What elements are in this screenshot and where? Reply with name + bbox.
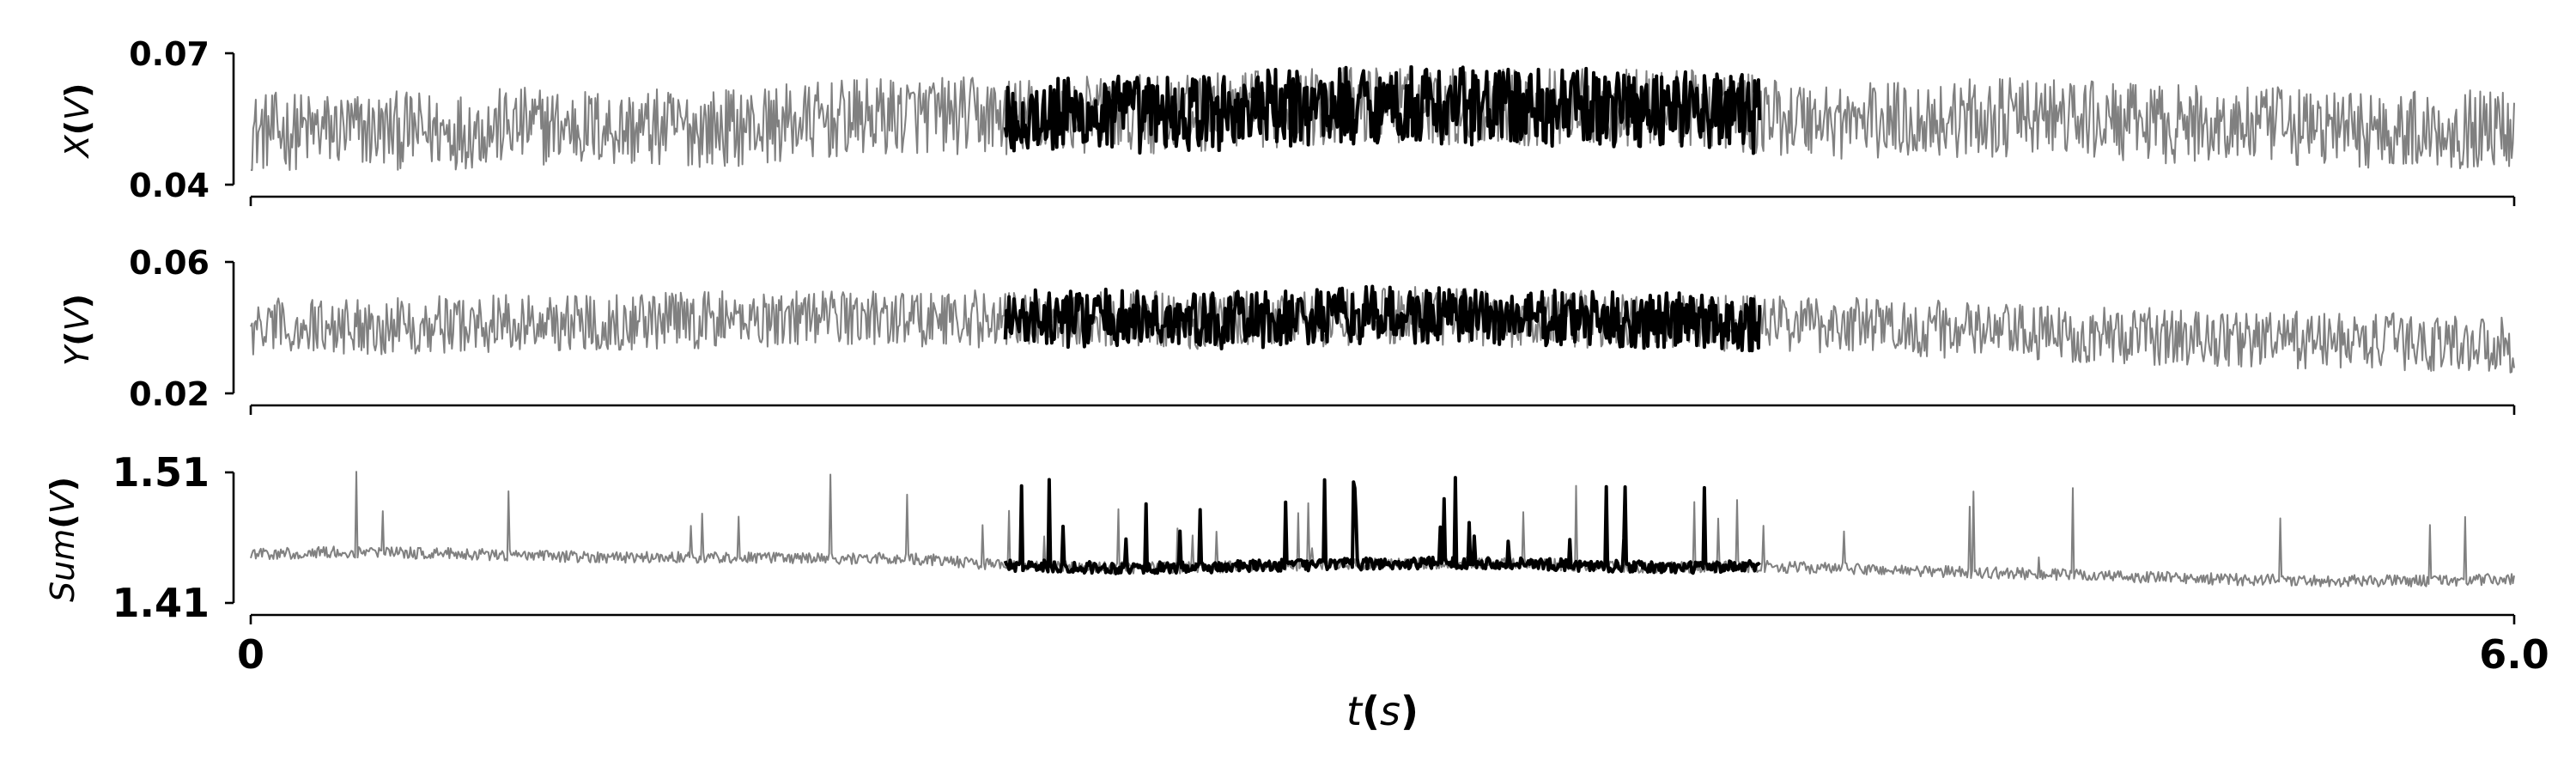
panel-y-ylabel-unit: V	[58, 306, 96, 331]
panel-x-ylabel-close: )	[58, 83, 96, 98]
panel-sum-ylabel-var: Sum	[44, 529, 82, 602]
panel-sum-ytick-label-0: 1.41	[112, 580, 210, 626]
x-axis-label-unit: s	[1380, 688, 1400, 734]
panel-x-ylabel-var: X	[58, 134, 96, 159]
panel-sum-ylabel-open: (	[44, 514, 82, 528]
panel-sum-ylabel-unit: V	[44, 489, 82, 514]
panel-x-ylabel: X(V)	[58, 83, 96, 160]
panel-sum-traces	[251, 472, 2514, 587]
xtick-label-1: 6.0	[2479, 631, 2549, 678]
panel-y-ytick-label-1: 0.06	[129, 244, 210, 282]
xtick-label-0: 0	[237, 631, 264, 678]
panel-x-traces	[251, 66, 2514, 170]
panel-x-ylabel-unit: V	[58, 95, 96, 120]
panel-sum-ylabel: Sum(V)	[44, 477, 82, 602]
panel-x-ylabel-open: (	[58, 120, 96, 135]
panel-y-ytick-label-0: 0.02	[129, 375, 210, 413]
panel-y-ylabel-var: Y	[58, 344, 96, 366]
panel-x-ytick-label-1: 0.07	[129, 35, 210, 73]
panel-sum-ylabel-close: )	[44, 477, 82, 491]
panel-y-ylabel: Y(V)	[58, 294, 96, 366]
x-axis-label-open: (	[1362, 688, 1380, 734]
x-axis-label-var: t	[1346, 688, 1364, 734]
x-axis-label-close: )	[1400, 688, 1419, 734]
panel-sum: Sum(V) 1.41 1.51	[44, 449, 2514, 626]
panel-2-series-full-trace	[251, 472, 2514, 587]
panel-y-ylabel-open: (	[58, 331, 96, 345]
x-axis-label: t(s)	[1346, 688, 1419, 734]
panel-y-traces	[251, 287, 2514, 373]
panel-y-ylabel-close: )	[58, 294, 96, 308]
panel-sum-ytick-label-1: 1.51	[112, 449, 210, 496]
panel-y: Y(V) 0.02 0.06	[58, 244, 2514, 415]
panel-x: X(V) 0.04 0.07	[58, 35, 2514, 206]
panel-x-ytick-label-0: 0.04	[129, 167, 210, 204]
